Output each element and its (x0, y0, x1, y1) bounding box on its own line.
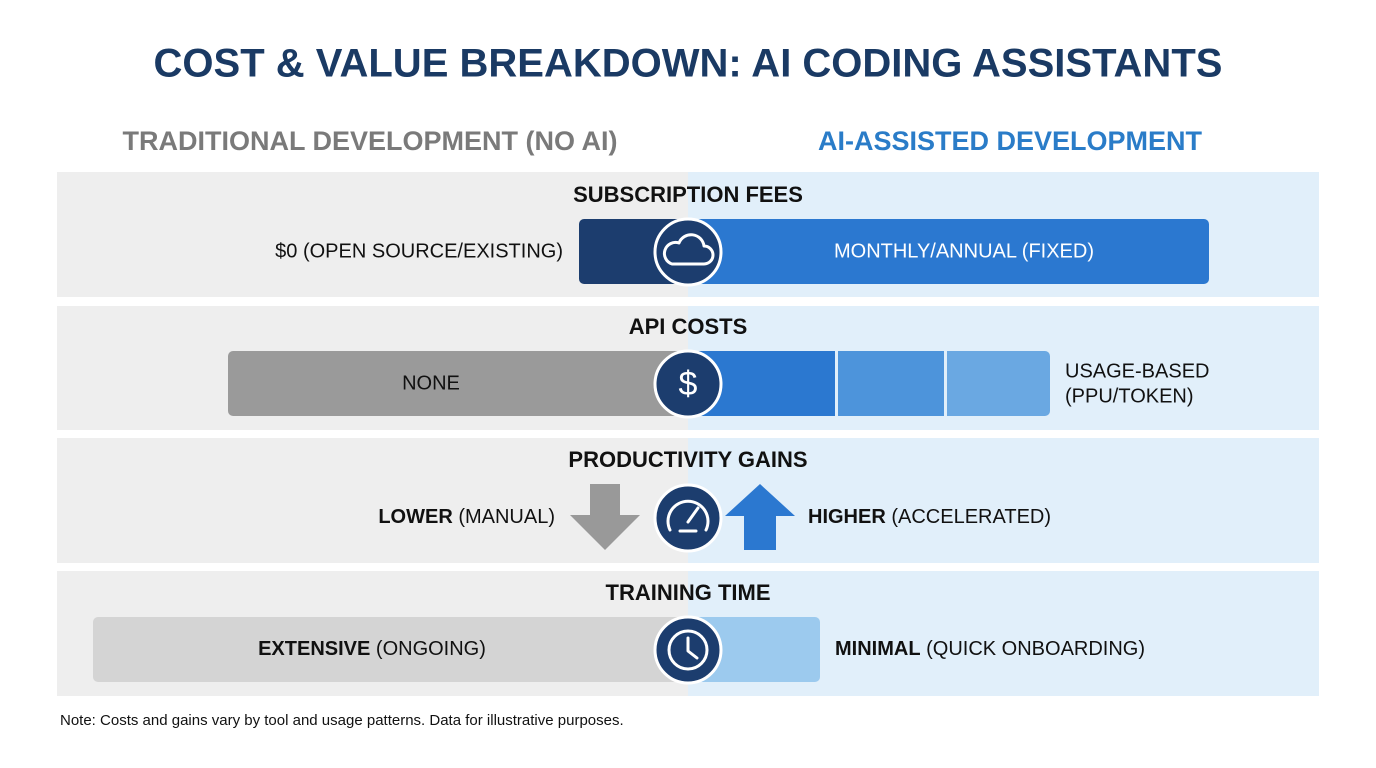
left-label: NONE (402, 372, 460, 394)
row-title: SUBSCRIPTION FEES (573, 182, 803, 207)
left-header: TRADITIONAL DEVELOPMENT (NO AI) (123, 126, 618, 156)
right-label: USAGE-BASED (1065, 360, 1209, 382)
label-strong: LOWER (378, 506, 453, 528)
right-label: MONTHLY/ANNUAL (FIXED) (834, 240, 1094, 262)
left-label: $0 (OPEN SOURCE/EXISTING) (275, 240, 563, 262)
api-bar (228, 351, 1050, 416)
row-title: PRODUCTIVITY GAINS (568, 447, 807, 472)
right-label: (PPU/TOKEN) (1065, 385, 1194, 407)
svg-text:$: $ (679, 365, 698, 403)
right-label: MINIMAL (QUICK ONBOARDING) (835, 638, 1145, 660)
label-strong: MINIMAL (835, 638, 921, 660)
right-header: AI-ASSISTED DEVELOPMENT (818, 126, 1203, 156)
dollar-icon: $ (653, 349, 723, 419)
clock-icon (653, 615, 723, 685)
label-rest: (ACCELERATED) (891, 506, 1051, 528)
label-strong: EXTENSIVE (258, 638, 370, 660)
note: Note: Costs and gains vary by tool and u… (60, 712, 624, 729)
cloud-icon (653, 217, 723, 287)
label-rest: (MANUAL) (458, 506, 555, 528)
row-title: API COSTS (629, 314, 748, 339)
down-arrow (570, 484, 640, 550)
gauge-icon (653, 483, 723, 553)
left-label: LOWER (MANUAL) (378, 506, 555, 528)
training-bar (93, 617, 820, 682)
left-label: EXTENSIVE (ONGOING) (258, 638, 486, 660)
label-strong: HIGHER (808, 506, 886, 528)
right-label: HIGHER (ACCELERATED) (808, 506, 1051, 528)
label-rest: (ONGOING) (376, 638, 486, 660)
label-rest: (QUICK ONBOARDING) (926, 638, 1145, 660)
title: COST & VALUE BREAKDOWN: AI CODING ASSIST… (154, 42, 1223, 86)
row-title: TRAINING TIME (606, 580, 771, 605)
up-arrow (725, 484, 795, 550)
